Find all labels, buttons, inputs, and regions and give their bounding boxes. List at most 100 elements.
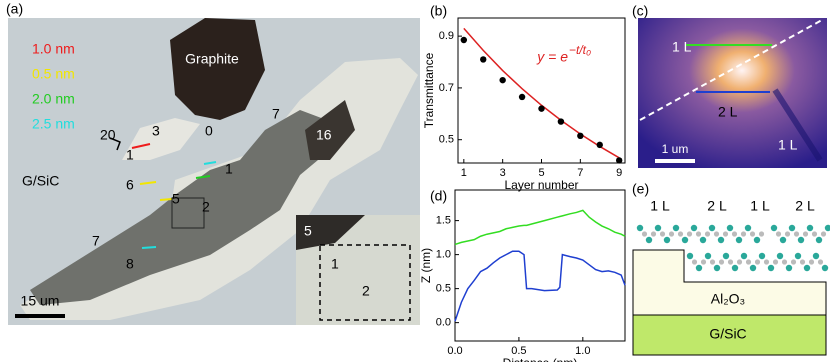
atom bbox=[740, 231, 747, 237]
atom bbox=[806, 224, 814, 232]
atom bbox=[641, 231, 648, 237]
atom bbox=[784, 231, 791, 237]
equation: y = e bbox=[536, 49, 568, 65]
atom bbox=[686, 252, 694, 260]
atom bbox=[785, 264, 793, 272]
legend-label: 2.0 nm bbox=[32, 91, 75, 107]
data-line bbox=[454, 209, 626, 246]
atom bbox=[767, 264, 775, 272]
atom bbox=[753, 236, 761, 244]
atom bbox=[794, 252, 802, 260]
atom bbox=[736, 259, 743, 265]
pointer bbox=[109, 137, 121, 151]
atom bbox=[821, 264, 829, 272]
atom bbox=[713, 264, 721, 272]
legend-label: 1.0 nm bbox=[32, 41, 75, 57]
substrate-label: G/SiC bbox=[709, 326, 746, 342]
atom bbox=[663, 236, 671, 244]
data-point bbox=[518, 93, 526, 101]
region-label: 1 bbox=[126, 147, 134, 163]
atom bbox=[681, 236, 689, 244]
atom bbox=[820, 231, 827, 237]
atom bbox=[659, 231, 666, 237]
layer-label: 2 L bbox=[707, 198, 727, 214]
x-tick-label: 7 bbox=[577, 167, 583, 179]
region-label: 7 bbox=[272, 106, 280, 122]
marker bbox=[203, 161, 217, 165]
graphite-flake bbox=[170, 18, 265, 120]
y-tick-label: 0.9 bbox=[439, 30, 454, 42]
layer-label: 1 L bbox=[672, 39, 692, 55]
region-label: 20 bbox=[100, 127, 116, 143]
data-point bbox=[480, 56, 487, 63]
atom bbox=[726, 224, 734, 232]
atom bbox=[735, 236, 743, 244]
atom bbox=[799, 259, 806, 265]
y-tick-label: 0.5 bbox=[439, 134, 454, 146]
scale-label: 15 um bbox=[21, 293, 60, 309]
substrate-layer bbox=[632, 314, 827, 356]
atom bbox=[754, 259, 761, 265]
atom bbox=[636, 224, 644, 232]
atom bbox=[824, 224, 830, 232]
atom bbox=[793, 231, 800, 237]
x-tick-label: 1 bbox=[461, 167, 467, 179]
atom bbox=[790, 259, 797, 265]
data-point bbox=[538, 105, 545, 112]
x-tick-label: 1.0 bbox=[575, 345, 590, 357]
panel-label: (c) bbox=[632, 3, 648, 19]
layer-label: 2 L bbox=[718, 104, 738, 120]
x-tick-label: 5 bbox=[538, 167, 544, 179]
y-axis-label: Z (nm) bbox=[419, 248, 433, 283]
legend-label: 2.5 nm bbox=[32, 116, 75, 132]
region-label: 0 bbox=[205, 123, 213, 139]
data-point bbox=[615, 157, 623, 164]
atom bbox=[708, 224, 716, 232]
layer-label: 1 L bbox=[778, 137, 798, 153]
atom bbox=[745, 259, 752, 265]
layer-label: 1 L bbox=[650, 198, 670, 214]
atom bbox=[700, 259, 707, 265]
region-label: 2 bbox=[202, 199, 210, 215]
x-tick-label: 3 bbox=[500, 167, 506, 179]
atom bbox=[686, 231, 693, 237]
flake bbox=[30, 110, 340, 305]
atom bbox=[758, 252, 766, 260]
atom bbox=[704, 231, 711, 237]
atom bbox=[722, 231, 729, 237]
atom bbox=[654, 224, 662, 232]
legend-label: 0.5 nm bbox=[32, 66, 75, 82]
inset-label: 2 bbox=[362, 283, 370, 299]
flake bbox=[305, 100, 355, 160]
y-tick-label: 0.7 bbox=[439, 82, 454, 94]
x-tick-label: 0.0 bbox=[447, 345, 462, 357]
atom bbox=[775, 231, 782, 237]
data-point bbox=[596, 141, 603, 149]
atom bbox=[650, 231, 657, 237]
atom bbox=[713, 231, 720, 237]
atom bbox=[722, 252, 730, 260]
atom bbox=[691, 259, 698, 265]
marker bbox=[195, 175, 211, 179]
atom bbox=[808, 259, 815, 265]
atom bbox=[727, 259, 734, 265]
x-axis-label: Distance (nm) bbox=[503, 356, 578, 362]
plot-frame bbox=[457, 17, 626, 164]
atom bbox=[718, 259, 725, 265]
panel-label: (e) bbox=[632, 181, 649, 197]
atom bbox=[695, 264, 703, 272]
atom bbox=[709, 259, 716, 265]
x-tick-label: 0.5 bbox=[511, 345, 526, 357]
atoms bbox=[636, 224, 830, 272]
atom bbox=[797, 236, 805, 244]
flake bbox=[122, 118, 200, 160]
zoom-box bbox=[171, 197, 205, 229]
atom bbox=[744, 224, 752, 232]
atom bbox=[758, 231, 765, 237]
dashed-box bbox=[319, 244, 411, 321]
y-tick-label: 1.5 bbox=[436, 215, 451, 227]
data-line bbox=[454, 250, 626, 322]
panel-label: (a) bbox=[6, 1, 23, 17]
atom bbox=[740, 252, 748, 260]
